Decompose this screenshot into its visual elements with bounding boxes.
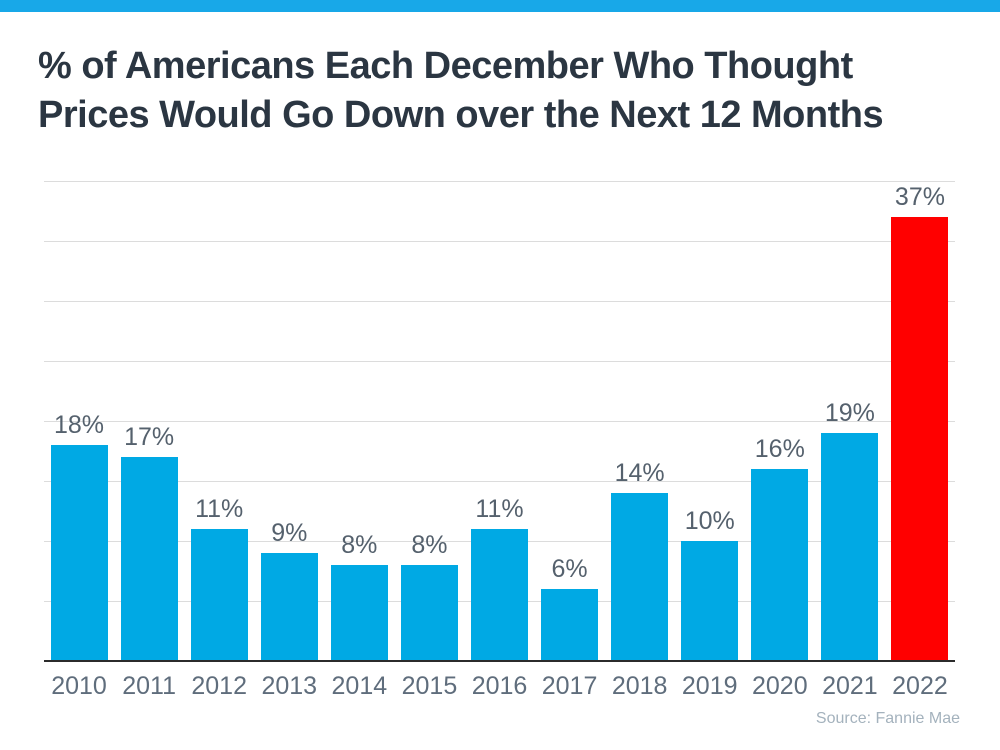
gridline-15 [44,481,955,482]
bar-value-label-2010: 18% [54,411,105,439]
bar-value-label-2017: 6% [551,555,588,583]
bar-2018 [611,493,669,661]
x-tick-2016: 2016 [471,672,528,700]
bar-2022 [891,217,949,661]
x-tick-2017: 2017 [541,672,598,700]
gridline-30 [44,301,955,302]
top-banner [0,0,1000,12]
bar-2011 [120,457,178,661]
bar-2013 [260,553,318,661]
x-tick-2018: 2018 [611,672,668,700]
x-tick-2014: 2014 [331,672,388,700]
bar-2021 [821,433,879,661]
x-tick-2011: 2011 [122,672,176,700]
x-tick-2010: 2010 [51,672,107,700]
bar-2010 [50,445,108,661]
bar-2012 [190,529,248,661]
bar-value-label-2014: 8% [341,531,378,559]
bar-2020 [751,469,809,661]
x-tick-2019: 2019 [681,672,738,700]
x-axis-line [44,660,955,662]
gridline-20 [44,421,955,422]
bar-value-label-2016: 11% [475,495,524,523]
bar-value-label-2013: 9% [271,519,308,547]
bar-value-label-2022: 37% [894,183,945,211]
x-tick-2015: 2015 [401,672,458,700]
bar-value-label-2021: 19% [824,399,875,427]
bar-value-label-2020: 16% [754,435,805,463]
gridline-25 [44,361,955,362]
gridline-40 [44,181,955,182]
bar-2015 [400,565,458,661]
source-note: Source: Fannie Mae [815,710,960,727]
bar-2016 [471,529,528,661]
bar-value-label-2015: 8% [411,531,448,559]
bar-2014 [330,565,388,661]
bar-2017 [541,589,599,661]
bar-value-label-2018: 14% [614,459,665,487]
x-tick-2020: 2020 [751,672,808,700]
x-tick-2013: 2013 [261,672,318,700]
x-tick-2021: 2021 [822,672,878,700]
bar-value-label-2019: 10% [684,507,735,535]
bar-2019 [681,541,739,661]
gridline-35 [44,241,955,242]
x-tick-2012: 2012 [191,672,247,700]
bar-value-label-2012: 11% [195,495,244,523]
bar-value-label-2011: 17% [124,423,175,451]
x-tick-2022: 2022 [892,672,948,700]
chart-title: % of Americans Each December Who Thought… [38,45,884,136]
